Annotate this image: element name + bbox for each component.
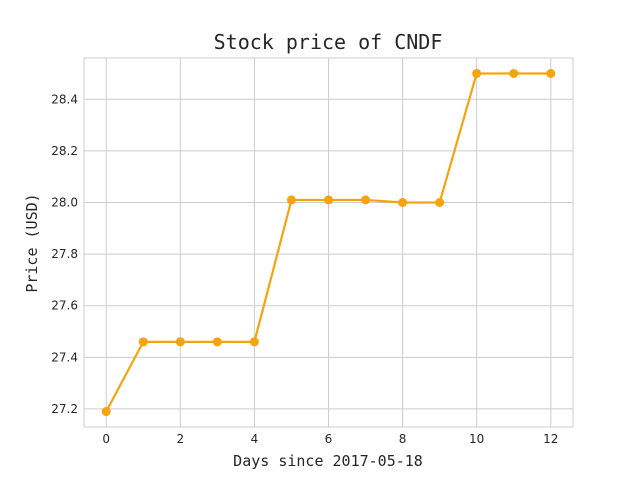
data-point (398, 198, 408, 208)
data-point (472, 68, 482, 78)
y-tick-label: 28.0 (51, 196, 78, 210)
y-tick-label: 27.4 (51, 350, 78, 364)
x-tick-label: 4 (251, 432, 259, 446)
plot-frame (83, 57, 574, 428)
x-tick-label: 6 (325, 432, 333, 446)
data-point (509, 68, 519, 78)
data-point (212, 337, 222, 347)
data-point (361, 195, 371, 205)
x-tick-label: 12 (543, 432, 558, 446)
y-tick-label: 28.4 (51, 92, 78, 106)
data-point (286, 195, 296, 205)
data-point (249, 337, 259, 347)
y-tick-label: 27.2 (51, 402, 78, 416)
data-point (101, 407, 111, 417)
y-tick-label: 28.2 (51, 144, 78, 158)
data-series (101, 68, 556, 417)
x-tick-label: 0 (102, 432, 110, 446)
chart-title: Stock price of CNDF (214, 30, 443, 54)
y-tick-label: 27.6 (51, 299, 78, 313)
data-point (324, 195, 333, 205)
x-axis-label: Days since 2017-05-18 (233, 452, 423, 470)
data-point (546, 68, 556, 78)
x-tick-label: 10 (469, 432, 484, 446)
x-tick-label: 8 (399, 432, 407, 446)
axis-ticks: 0 2 4 6 8 10 12 27.2 27.4 27.6 27.8 28.0 28.2 28.4 (51, 92, 558, 446)
x-tick-label: 2 (176, 432, 184, 446)
data-point (138, 337, 148, 347)
data-point (435, 198, 445, 208)
grid-lines (84, 58, 573, 427)
y-axis-label: Price (USD) (23, 193, 41, 292)
data-point (175, 337, 185, 347)
y-tick-label: 27.8 (51, 247, 78, 261)
